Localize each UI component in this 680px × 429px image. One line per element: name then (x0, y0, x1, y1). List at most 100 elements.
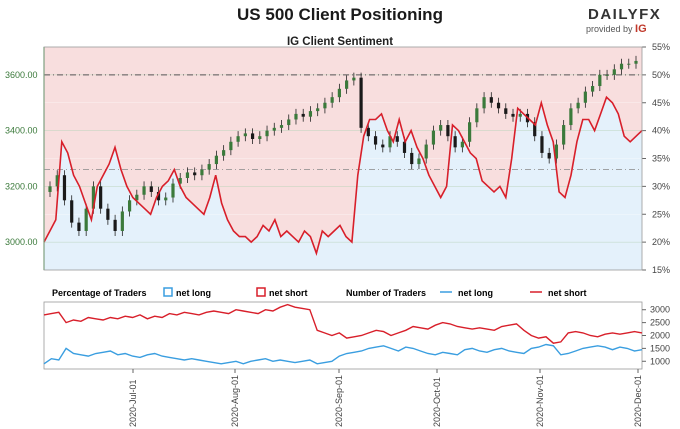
candle-body (496, 102, 501, 109)
candle-body (287, 119, 291, 126)
candle-body (330, 97, 334, 103)
candle-body (533, 122, 537, 137)
sub-tick-label: 2500 (650, 318, 670, 328)
candle-body (504, 108, 508, 114)
candle-body (482, 97, 486, 109)
candle-body (156, 191, 161, 201)
trader-count-panel: 1000 1500 2000 2500 3000 2020-Jul-01 2020-Aug-… (43, 301, 670, 427)
chart-subtitle: IG Client Sentiment (286, 36, 394, 48)
left-tick-label: 3600.00 (5, 70, 38, 80)
candle-body (55, 175, 59, 187)
sub-tick-label: 1000 (650, 356, 670, 366)
candle-body (229, 141, 233, 151)
legend-count-long: net long (458, 288, 493, 298)
candle-body (431, 130, 436, 145)
candle-body (554, 144, 559, 159)
candle-body (91, 186, 96, 209)
candle-body (540, 136, 544, 153)
x-tick-label: 2020-Jul-01 (128, 379, 138, 427)
candle-body (460, 141, 464, 148)
right-tick-label: 50% (652, 70, 670, 80)
candle-body (127, 200, 132, 212)
legend-pct-title: Percentage of Traders (52, 288, 147, 298)
legend-pct-short: net short (269, 288, 308, 298)
candle-body (446, 125, 450, 137)
candle-body (598, 74, 602, 87)
legend-pct-short-swatch (256, 287, 266, 297)
x-tick-label: 2020-Oct-01 (432, 377, 442, 427)
candle-body (562, 125, 566, 145)
x-tick-label: 2020-Nov-01 (535, 375, 545, 427)
candle-body (99, 186, 103, 209)
candle-body (171, 183, 175, 198)
left-tick-label: 3400.00 (5, 126, 38, 136)
candle-body (475, 108, 479, 123)
candle-body (518, 113, 522, 117)
candle-body (424, 144, 428, 159)
right-tick-label: 25% (652, 209, 670, 219)
candle-body (250, 133, 255, 139)
candle-body (489, 97, 493, 103)
candle-body (48, 186, 52, 192)
candle-body (258, 136, 262, 139)
candle-body (193, 172, 197, 176)
x-tick-label: 2020-Aug-01 (230, 375, 240, 427)
long-region-fill (44, 97, 642, 270)
left-tick-label: 3200.00 (5, 181, 38, 191)
candle-body (547, 152, 551, 159)
candle-body (62, 175, 67, 201)
candle-body (265, 130, 269, 137)
main-chart-panel: 15% 20% 25% 30% 35% 40% 45% 50% 55% 3000.00 3200.0… (5, 42, 670, 275)
candle-body (569, 108, 573, 126)
candle-body (222, 150, 226, 156)
candle-body (373, 136, 378, 145)
candle-body (243, 133, 247, 137)
candle-body (468, 122, 472, 142)
sub-tick-label: 2000 (650, 331, 670, 341)
candle-body (366, 127, 370, 137)
sub-tick-label: 3000 (650, 305, 670, 315)
candle-body (627, 63, 631, 65)
candle-body (634, 60, 638, 64)
candle-body (352, 77, 356, 81)
candle-body (583, 91, 587, 103)
legend-pct-long-swatch (163, 287, 173, 297)
candle-body (388, 136, 392, 148)
candle-body (308, 111, 313, 117)
x-tick-label: 2020-Sep-01 (334, 375, 344, 427)
candle-body (439, 125, 443, 131)
candle-body (185, 172, 190, 179)
sub-tick-label: 1500 (650, 343, 670, 353)
candle-body (214, 155, 218, 165)
candle-body (316, 108, 320, 112)
candle-body (417, 158, 421, 165)
right-tick-label: 15% (652, 265, 670, 275)
candle-body (511, 113, 515, 117)
legend: Percentage of Traders net long net short… (52, 287, 587, 298)
candle-body (612, 69, 616, 75)
candle-body (294, 113, 298, 120)
candle-body (279, 125, 284, 128)
legend-count-short: net short (548, 288, 587, 298)
candle-body (381, 144, 385, 148)
x-tick-label: 2020-Dec-01 (633, 375, 643, 427)
candle-body (164, 197, 168, 201)
candle-body (149, 186, 153, 192)
right-tick-label: 35% (652, 154, 670, 164)
candle-body (619, 63, 624, 70)
candle-body (359, 77, 363, 128)
candle-body (272, 127, 276, 131)
right-tick-label: 40% (652, 126, 670, 136)
right-tick-label: 30% (652, 181, 670, 191)
candle-body (178, 178, 182, 184)
candle-body (70, 200, 74, 223)
brand-logo: DAILYFX (588, 6, 662, 23)
sentiment-line (43, 95, 643, 256)
legend-pct-long: net long (176, 288, 211, 298)
candle-body (120, 211, 124, 231)
candle-body (453, 136, 457, 148)
candle-body (135, 194, 139, 201)
candle-body (590, 86, 595, 92)
candle-body (207, 164, 211, 170)
